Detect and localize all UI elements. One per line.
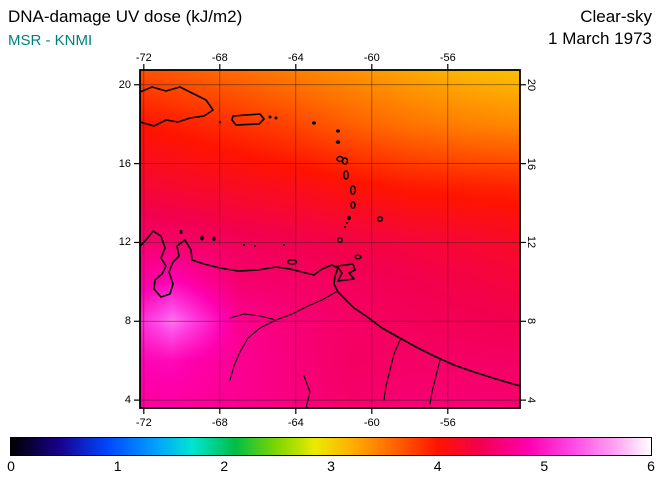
axis-tick-label-top: -68 xyxy=(211,52,228,64)
axis-ticks xyxy=(134,64,526,414)
colorbar-tick-label: 4 xyxy=(433,458,442,474)
axis-tick-label-bottom: -56 xyxy=(439,417,456,429)
colorbar-tick-label: 5 xyxy=(540,458,549,474)
axis-tick-label-top: -56 xyxy=(439,52,456,64)
source-label: MSR - KNMI xyxy=(8,32,93,49)
axis-tick-label-bottom: -60 xyxy=(363,417,380,429)
colorbar-tick-label: 3 xyxy=(327,458,335,474)
map-overlay xyxy=(134,64,526,414)
coastline-south-america xyxy=(140,230,520,387)
rivers xyxy=(229,291,441,408)
colorbar-tick-label: 0 xyxy=(7,458,15,474)
sky-condition-label: Clear-sky xyxy=(580,7,652,26)
axis-tick-label-left: 12 xyxy=(118,236,131,249)
axis-tick-label-top: -72 xyxy=(135,52,152,64)
colorbar-canvas xyxy=(10,437,652,456)
axis-tick-label-top: -60 xyxy=(363,52,380,64)
axis-tick-label-right: 20 xyxy=(525,78,537,91)
coastlines xyxy=(140,86,520,408)
map-plot: -72 -72 -68 -68 -64 -64 -60 -60 -56 -56 20 20 16 16 12… xyxy=(119,52,537,429)
axis-tick-label-left: 20 xyxy=(118,78,131,91)
axis-tick-label-right: 16 xyxy=(525,157,537,170)
colorbar-tick-label: 1 xyxy=(113,458,122,474)
coastline-trinidad xyxy=(336,263,356,282)
coastline-puerto-rico xyxy=(231,113,265,126)
axis-tick-label-left: 4 xyxy=(124,394,131,407)
axis-tick-label-right: 4 xyxy=(525,397,537,404)
colorbar-tick-label: 2 xyxy=(220,458,229,474)
axis-tick-label-top: -64 xyxy=(287,52,304,64)
coastline-hispaniola xyxy=(140,86,214,127)
axis-tick-label-right: 8 xyxy=(525,318,537,325)
axis-tick-label-bottom: -72 xyxy=(135,417,152,429)
map-border xyxy=(139,69,521,409)
island-chain xyxy=(179,115,384,265)
axis-tick-label-left: 16 xyxy=(118,157,131,170)
axis-tick-label-left: 8 xyxy=(124,315,131,328)
axis-tick-label-bottom: -68 xyxy=(211,417,228,429)
page-title: DNA-damage UV dose (kJ/m2) xyxy=(8,7,243,26)
grid-lines xyxy=(140,70,520,408)
axis-tick-label-bottom: -64 xyxy=(287,417,304,429)
colorbar-tick-label: 6 xyxy=(647,458,655,474)
date-label: 1 March 1973 xyxy=(548,29,652,48)
axis-tick-label-right: 12 xyxy=(525,236,537,249)
colorbar: 0 1 2 3 4 5 6 xyxy=(7,437,655,479)
